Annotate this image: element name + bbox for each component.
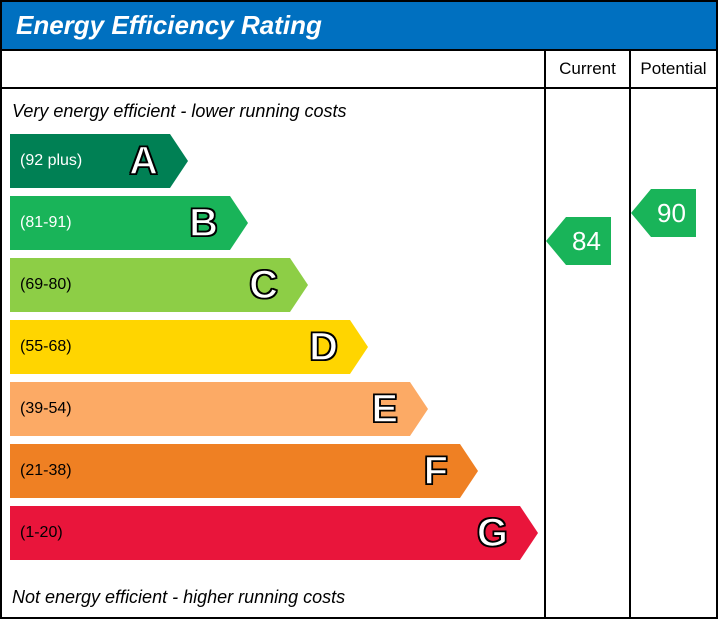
band-range: (39-54) — [20, 400, 72, 418]
band-bar-g: (1-20) G — [10, 506, 520, 560]
band-row-a: (92 plus) A — [10, 134, 544, 188]
potential-column: 90 — [631, 89, 716, 618]
band-bar-a: (92 plus) A — [10, 134, 170, 188]
band-range: (69-80) — [20, 276, 72, 294]
body-area: Very energy efficient - lower running co… — [2, 89, 716, 618]
band-tip — [460, 444, 478, 498]
band-tip — [520, 506, 538, 560]
band-letter: F — [424, 449, 448, 494]
band-letter: B — [189, 201, 218, 246]
bars-column: Very energy efficient - lower running co… — [2, 89, 546, 618]
band-tip — [410, 382, 428, 436]
band-row-c: (69-80) C — [10, 258, 544, 312]
band-row-g: (1-20) G — [10, 506, 544, 560]
band-letter: C — [249, 263, 278, 308]
header-potential: Potential — [631, 51, 716, 87]
potential-value: 90 — [657, 198, 686, 229]
title-bar: Energy Efficiency Rating — [2, 2, 716, 51]
band-row-f: (21-38) F — [10, 444, 544, 498]
band-range: (55-68) — [20, 338, 72, 356]
header-spacer — [2, 51, 546, 87]
band-tip — [290, 258, 308, 312]
band-bar-b: (81-91) B — [10, 196, 230, 250]
band-letter: E — [371, 387, 398, 432]
band-bar-f: (21-38) F — [10, 444, 460, 498]
pointer-tip — [546, 217, 566, 265]
note-bottom: Not energy efficient - higher running co… — [2, 583, 355, 612]
chart-title: Energy Efficiency Rating — [16, 10, 322, 40]
note-top: Very energy efficient - lower running co… — [2, 97, 544, 126]
band-tip — [170, 134, 188, 188]
band-letter: G — [477, 511, 508, 556]
current-column: 84 — [546, 89, 631, 618]
band-bar-c: (69-80) C — [10, 258, 290, 312]
band-bar-e: (39-54) E — [10, 382, 410, 436]
band-range: (1-20) — [20, 524, 63, 542]
band-tip — [350, 320, 368, 374]
epc-chart: Energy Efficiency Rating Current Potenti… — [0, 0, 718, 619]
header-row: Current Potential — [2, 51, 716, 89]
current-pointer: 84 — [566, 217, 611, 265]
band-range: (92 plus) — [20, 152, 82, 170]
band-row-d: (55-68) D — [10, 320, 544, 374]
pointer-tip — [631, 189, 651, 237]
band-tip — [230, 196, 248, 250]
header-current: Current — [546, 51, 631, 87]
band-letter: D — [309, 325, 338, 370]
current-value: 84 — [572, 226, 601, 257]
potential-pointer: 90 — [651, 189, 696, 237]
band-row-b: (81-91) B — [10, 196, 544, 250]
band-bar-d: (55-68) D — [10, 320, 350, 374]
band-row-e: (39-54) E — [10, 382, 544, 436]
band-range: (81-91) — [20, 214, 72, 232]
band-letter: A — [129, 139, 158, 184]
band-range: (21-38) — [20, 462, 72, 480]
